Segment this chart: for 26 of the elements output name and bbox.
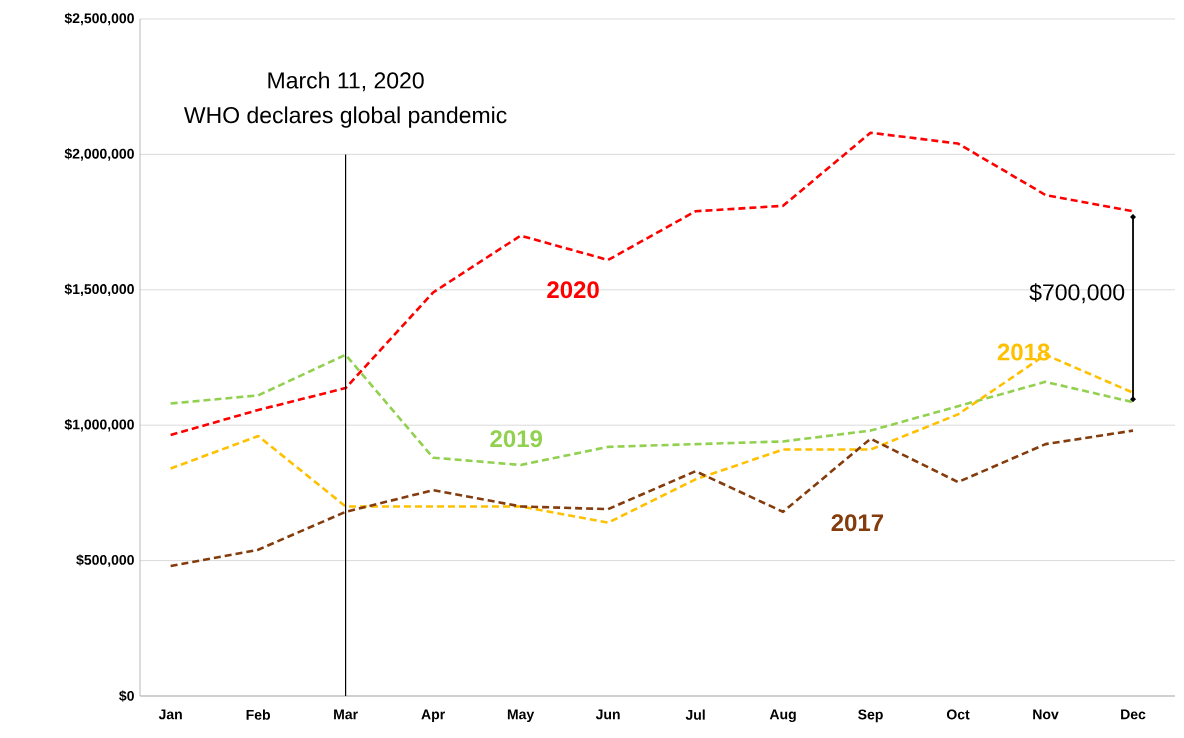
- x-tick-label: Jan: [158, 709, 182, 720]
- x-tick-label: Nov: [1033, 709, 1059, 720]
- x-tick-label: Jul: [685, 709, 705, 720]
- x-tick-label: Aug: [769, 709, 796, 723]
- y-tick-label: $2,000,000: [64, 148, 134, 161]
- y-tick-label: $1,000,000: [64, 418, 134, 432]
- series-label: 2020: [547, 281, 599, 299]
- x-tick-label: Oct: [946, 709, 970, 720]
- x-tick-label: Sep: [858, 709, 883, 723]
- x-tick-label: Jun: [595, 709, 620, 720]
- line-series: [169, 429, 1135, 568]
- ref-line-label: March 11, 2020: [268, 71, 424, 92]
- series-label: 2017: [831, 514, 884, 532]
- y-tick-label: $2,500,000: [64, 12, 134, 26]
- annotation: WHO declares global pandemic: [183, 106, 507, 128]
- series-label: 2018: [997, 343, 1050, 361]
- x-tick-label: Mar: [334, 709, 358, 720]
- x-tick-label: Apr: [421, 709, 445, 723]
- x-tick-label: Feb: [246, 709, 270, 720]
- series-label: 2019: [490, 430, 542, 448]
- y-tick-label: $0: [119, 690, 134, 702]
- y-tick-label: $1,500,000: [64, 283, 134, 297]
- x-tick-label: May: [507, 709, 535, 723]
- x-tick-label: Dec: [1121, 709, 1146, 720]
- y-tick-label: $500,000: [76, 554, 134, 567]
- annotation: $700,000: [1029, 283, 1125, 304]
